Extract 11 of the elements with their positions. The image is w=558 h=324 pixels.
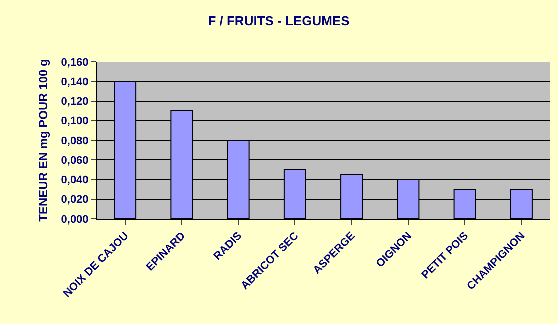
y-tick-label: 0,160 [61, 56, 89, 69]
y-tick-label: 0,120 [61, 96, 89, 108]
y-tick-label: 0,140 [61, 76, 89, 88]
y-tick-label: 0,100 [61, 116, 89, 128]
y-axis-title: TENEUR EN mg POUR 100 g [36, 59, 51, 222]
y-tick-label: 0,020 [61, 194, 89, 206]
chart-title: F / FRUITS - LEGUMES [208, 13, 350, 28]
y-tick-label: 0,000 [61, 214, 89, 226]
y-tick-label: 0,040 [61, 174, 89, 187]
y-tick-label: 0,080 [61, 135, 89, 148]
y-tick-label: 0,060 [61, 154, 89, 167]
